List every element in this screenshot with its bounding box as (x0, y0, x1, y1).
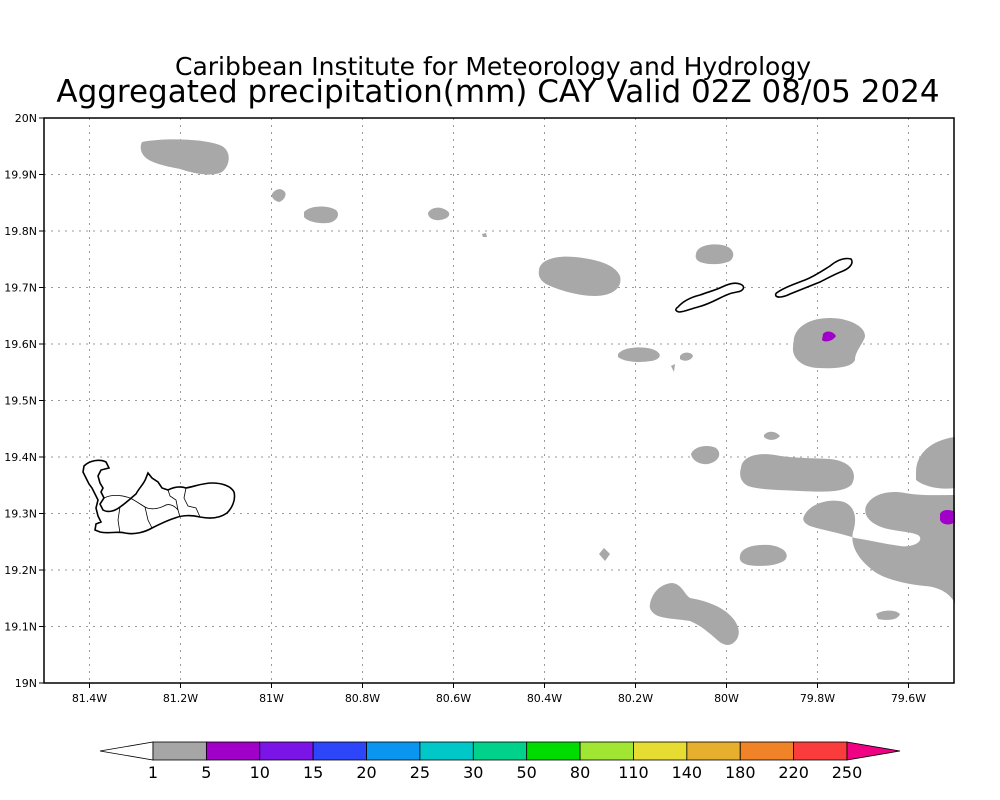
rain-area (792, 318, 866, 369)
lon-tick-label: 80.4W (527, 692, 562, 705)
lat-tick-label: 19.3N (4, 508, 37, 521)
rain-area (680, 352, 693, 361)
lon-tick-label: 80W (714, 692, 739, 705)
colorbar: 1 5 10 15 20 25 30 50 80 110 140 180 220 250 (99, 741, 901, 782)
lat-tick-label: 20N (15, 112, 37, 125)
rain-area (649, 583, 739, 645)
colorbar-box (259, 741, 314, 761)
lat-tick-label: 19N (15, 677, 37, 690)
lon-tick-label: 79.6W (891, 692, 926, 705)
colorbar-level-label: 30 (463, 763, 483, 782)
lat-tick-label: 19.1N (4, 621, 37, 634)
lat-tick-label: 19.6N (4, 338, 37, 351)
rain-area (916, 437, 955, 489)
lon-tick-label: 81.4W (72, 692, 107, 705)
rain-area (428, 207, 450, 221)
colorbar-level-label: 25 (410, 763, 430, 782)
colorbar-box (419, 741, 474, 761)
colorbar-level-label: 250 (832, 763, 863, 782)
plot-area: 81.4W 81.2W 81W 80.8W 80.6W 80.4W 80.2W 80W 79.8… (4, 112, 955, 705)
lon-tick-label: 79.8W (800, 692, 835, 705)
colorbar-box (526, 741, 581, 761)
colorbar-box (633, 741, 688, 761)
heavy-rain-area (822, 331, 836, 342)
coastlines (82, 257, 853, 535)
lat-tick-label: 19.2N (4, 564, 37, 577)
rain-area (691, 446, 720, 465)
lon-tick-label: 81.2W (163, 692, 198, 705)
rain-area (599, 548, 610, 561)
rain-area (803, 492, 955, 603)
rain-area (740, 454, 854, 492)
rain-area (876, 610, 900, 620)
lat-tick-label: 19.4N (4, 451, 37, 464)
map-title-institute: Caribbean Institute for Meteorology and … (175, 52, 811, 81)
cayman-brac-island (774, 257, 853, 298)
lat-tick-label: 19.9N (4, 169, 37, 182)
grid-lines (44, 118, 954, 683)
heavy-rain-area (940, 509, 955, 525)
lat-tick-label: 19.7N (4, 282, 37, 295)
colorbar-box (312, 741, 367, 761)
colorbar-box (472, 741, 528, 761)
colorbar-level-label: 180 (725, 763, 756, 782)
rain-area (618, 347, 660, 362)
colorbar-level-label: 1 (148, 763, 158, 782)
rain-area (764, 431, 780, 440)
colorbar-box (152, 741, 207, 761)
colorbar-box (366, 741, 421, 761)
rain-area (482, 233, 487, 237)
rain-area (140, 139, 229, 175)
colorbar-level-label: 80 (570, 763, 590, 782)
lat-tick-label: 19.8N (4, 225, 37, 238)
colorbar-box (205, 741, 261, 761)
lon-tick-label: 80.2W (618, 692, 653, 705)
colorbar-level-label: 220 (778, 763, 809, 782)
colorbar-over-triangle (846, 741, 901, 761)
colorbar-level-label: 15 (303, 763, 323, 782)
lon-tick-label: 80.6W (436, 692, 471, 705)
rain-area (739, 544, 787, 566)
lat-tick-label: 19.5N (4, 395, 37, 408)
colorbar-box (793, 741, 848, 761)
rain-area (304, 206, 339, 224)
colorbar-level-label: 5 (201, 763, 211, 782)
lon-tick-label: 80.8W (345, 692, 380, 705)
grand-cayman-island (82, 459, 236, 535)
lon-tick-label: 81W (259, 692, 284, 705)
colorbar-box (739, 741, 795, 761)
colorbar-under-triangle (99, 741, 154, 761)
little-cayman-island (675, 282, 745, 313)
precipitation-areas (140, 139, 955, 645)
map-title-product: Aggregated precipitation(mm) CAY Valid 0… (56, 74, 939, 110)
rain-area (271, 189, 286, 202)
rain-area (671, 364, 675, 372)
rain-area (538, 256, 621, 296)
colorbar-level-label: 140 (672, 763, 703, 782)
rain-area (695, 244, 734, 265)
colorbar-level-label: 50 (517, 763, 537, 782)
colorbar-level-label: 110 (618, 763, 649, 782)
axis-ticks: 81.4W 81.2W 81W 80.8W 80.6W 80.4W 80.2W 80W 79.8… (4, 112, 926, 705)
colorbar-box (579, 741, 634, 761)
colorbar-level-label: 20 (356, 763, 376, 782)
colorbar-box (686, 741, 741, 761)
colorbar-level-label: 10 (250, 763, 270, 782)
